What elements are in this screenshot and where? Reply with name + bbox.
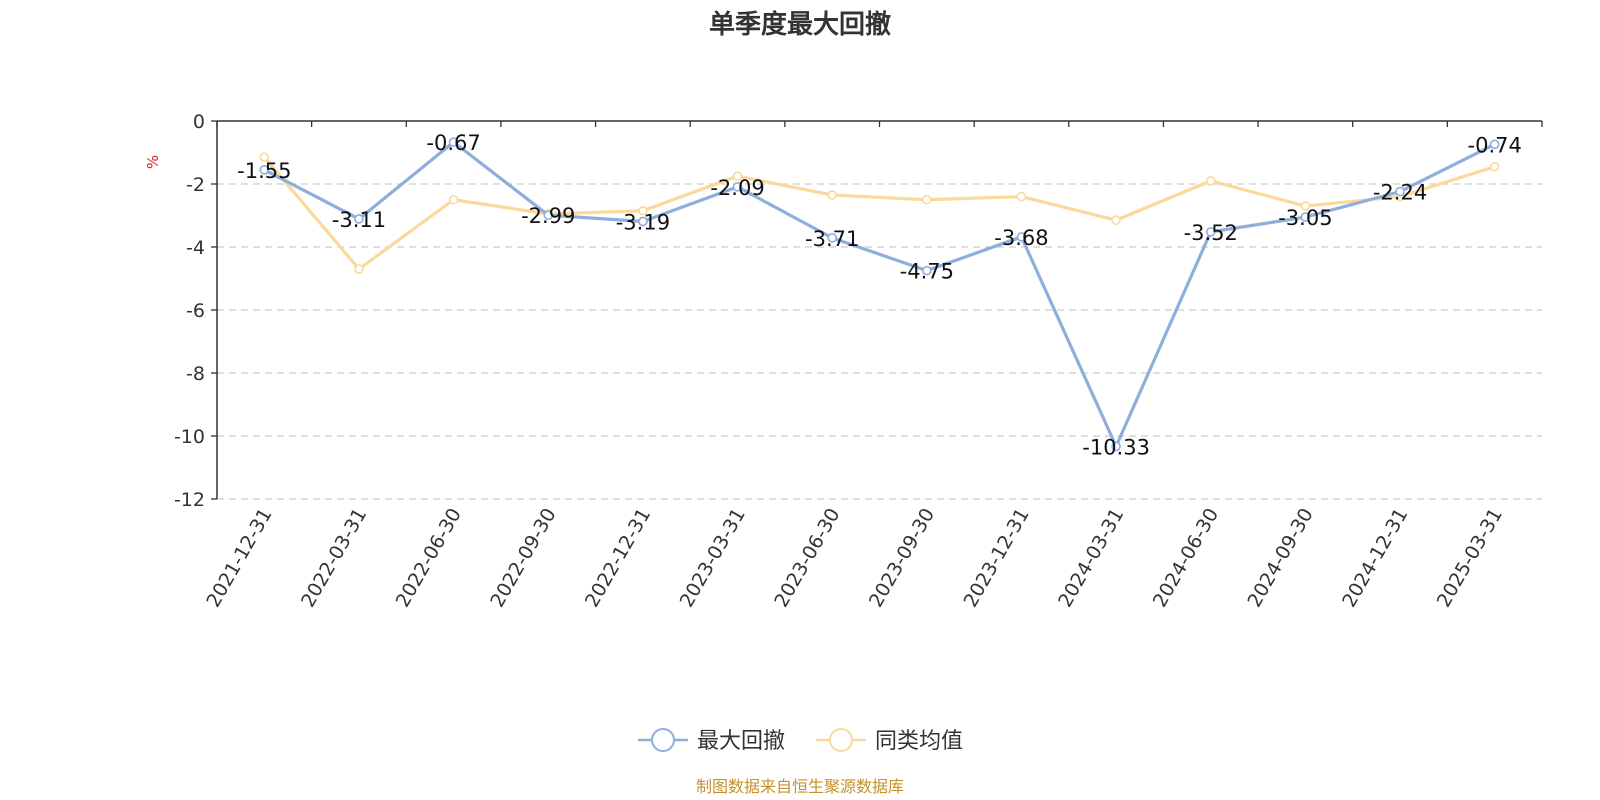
- data-point: [922, 265, 932, 276]
- data-label: -3.68: [994, 226, 1048, 250]
- data-point: [732, 182, 743, 192]
- y-tick-label: -4: [186, 237, 205, 259]
- data-label: -2.09: [710, 176, 764, 200]
- x-tick-label: 2022-03-31: [297, 505, 371, 612]
- data-point: [354, 264, 364, 274]
- x-tick-label: 2023-09-30: [865, 505, 939, 612]
- y-tick-label: -10: [174, 426, 205, 448]
- data-label: -2.24: [1373, 181, 1427, 205]
- x-tick-label: 2024-09-30: [1243, 505, 1317, 612]
- data-label: -2.99: [521, 204, 575, 228]
- y-tick-label: -8: [186, 363, 205, 385]
- series-lines: [259, 137, 1500, 452]
- data-point: [1489, 139, 1500, 150]
- data-label: -3.19: [616, 210, 670, 234]
- data-point: [1205, 176, 1216, 186]
- data-point: [1016, 191, 1027, 202]
- x-tick-label: 2022-12-31: [581, 505, 655, 612]
- data-point: [259, 165, 270, 175]
- data-label: -3.71: [805, 227, 859, 251]
- y-tick-labels: 0 -2 -4 -6 -8 -10 -12: [174, 111, 205, 511]
- y-tick-label: -12: [174, 489, 205, 511]
- data-point: [1300, 201, 1311, 211]
- data-point: [1016, 232, 1027, 242]
- data-point: [638, 216, 648, 227]
- x-tick-label: 2024-03-31: [1054, 505, 1128, 612]
- axes: [211, 120, 1543, 500]
- x-tick-label: 2021-12-31: [202, 505, 276, 612]
- data-point: [1300, 212, 1311, 222]
- data-label: -0.67: [426, 131, 480, 155]
- y-tick-label: -6: [186, 300, 205, 322]
- data-label: -1.55: [237, 159, 291, 183]
- series-line-max-drawdown: [263, 140, 1496, 448]
- legend-item-max-drawdown[interactable]: 最大回撤: [638, 728, 785, 754]
- data-point: [448, 194, 459, 205]
- x-tick-label: 2022-09-30: [486, 505, 560, 612]
- data-point: [922, 194, 932, 205]
- data-point: [1489, 161, 1500, 172]
- data-point: [827, 190, 837, 200]
- x-tick-label: 2025-03-31: [1433, 505, 1507, 612]
- data-point: [259, 152, 270, 163]
- data-point: [543, 210, 554, 220]
- legend[interactable]: 最大回撤 同类均值: [638, 728, 963, 754]
- data-label: -3.52: [1184, 221, 1238, 245]
- data-point: [354, 214, 364, 224]
- data-point: [732, 171, 743, 181]
- data-label: -3.05: [1278, 206, 1332, 230]
- legend-label: 同类均值: [875, 729, 963, 754]
- x-tick-labels: 2021-12-31 2022-03-31 2022-06-30 2022-09-30…: [202, 505, 1507, 612]
- x-tick-label: 2023-12-31: [960, 505, 1034, 612]
- series-line-peer-average: [263, 156, 1496, 271]
- chart-title: 单季度最大回撤: [709, 9, 891, 40]
- data-point: [1395, 186, 1405, 197]
- y-tick-label: -2: [186, 174, 205, 196]
- legend-marker: [651, 728, 675, 752]
- x-tick-label: 2024-12-31: [1338, 505, 1412, 612]
- data-label: -0.74: [1468, 133, 1522, 157]
- data-point: [1205, 227, 1216, 237]
- data-point: [827, 233, 837, 243]
- data-label: -4.75: [900, 260, 954, 284]
- y-tick-label: 0: [193, 111, 205, 133]
- x-tick-label: 2023-03-31: [676, 505, 750, 612]
- grid-lines: [217, 183, 1542, 500]
- legend-marker: [829, 728, 853, 752]
- data-label: -3.11: [332, 208, 386, 232]
- source-note: 制图数据来自恒生聚源数据库: [696, 777, 904, 796]
- x-tick-label: 2023-06-30: [770, 505, 844, 612]
- data-label: -10.33: [1082, 435, 1150, 459]
- data-point: [1111, 215, 1121, 226]
- data-point: [638, 205, 648, 216]
- data-labels: -1.55 -3.11 -0.67 -2.99 -3.19 -2.09 -3.71 -4.75…: [237, 131, 1522, 459]
- legend-item-peer-average[interactable]: 同类均值: [816, 728, 963, 754]
- x-tick-label: 2024-06-30: [1149, 505, 1223, 612]
- x-tick-label: 2022-06-30: [392, 505, 466, 612]
- data-point: [1111, 441, 1121, 452]
- legend-label: 最大回撤: [697, 729, 785, 754]
- data-point: [448, 137, 459, 147]
- y-axis-unit: %: [144, 155, 162, 169]
